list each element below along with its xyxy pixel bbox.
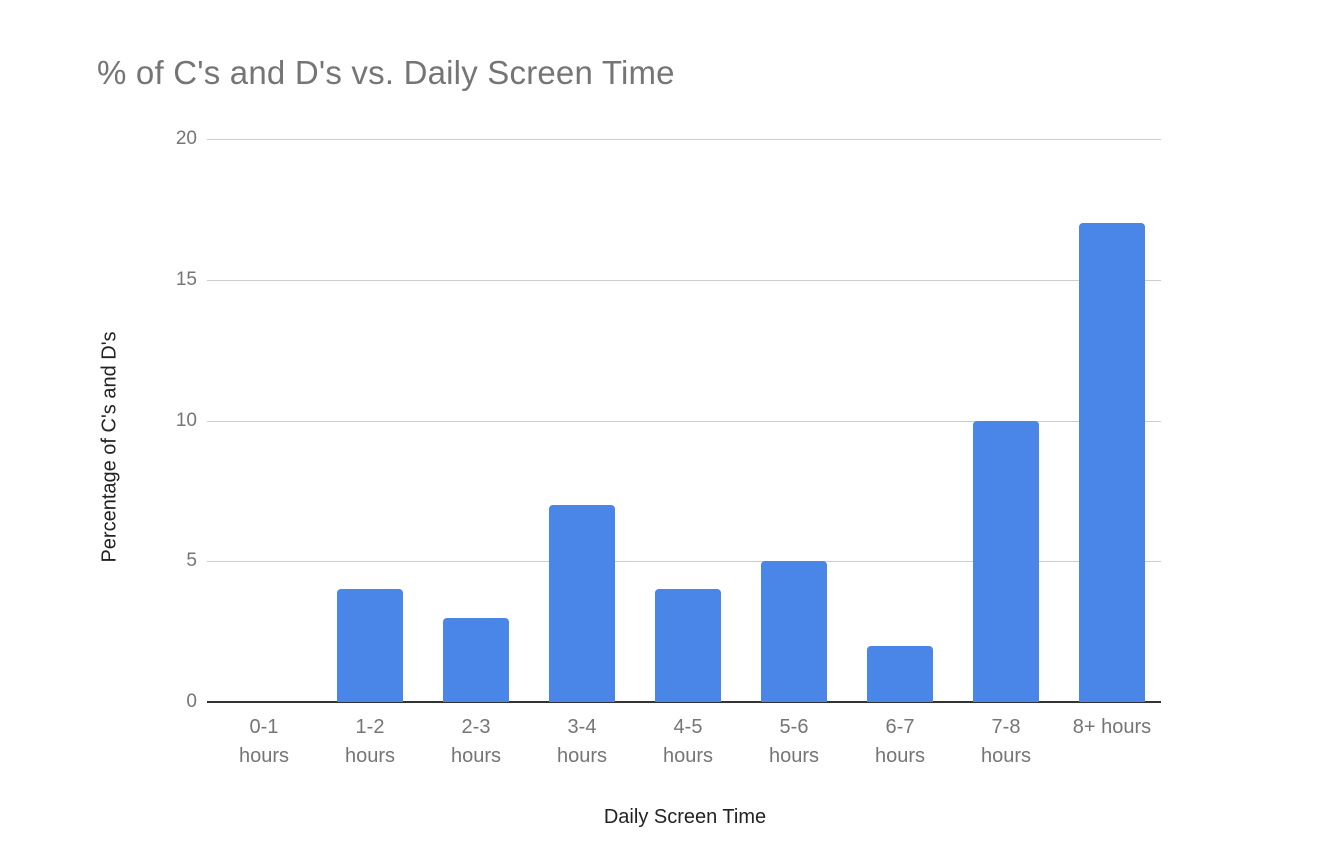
y-tick-label: 5 bbox=[186, 550, 197, 572]
chart-title: % of C's and D's vs. Daily Screen Time bbox=[97, 54, 675, 91]
x-tick-label: 5-6 hours bbox=[768, 716, 820, 767]
y-axis-label: Percentage of C's and D's bbox=[98, 331, 121, 563]
gridline bbox=[207, 279, 1161, 281]
y-tick-label: 20 bbox=[175, 128, 197, 149]
bar-3-4-hours bbox=[549, 504, 615, 702]
bar-8-hours bbox=[1079, 223, 1145, 702]
gridline bbox=[207, 420, 1161, 422]
y-tick-label: 15 bbox=[175, 268, 197, 290]
y-tick-label: 0 bbox=[186, 691, 197, 712]
x-tick-label: 2-3 hours bbox=[450, 716, 502, 767]
x-tick-label: 0-1 hours bbox=[238, 716, 290, 767]
bar-4-5-hours bbox=[655, 589, 721, 702]
gridline bbox=[207, 561, 1161, 563]
bar-1-2-hours bbox=[337, 589, 403, 702]
y-tick-label: 10 bbox=[175, 409, 197, 431]
x-tick-label: 1-2 hours bbox=[344, 716, 396, 767]
x-axis-label: Daily Screen Time bbox=[603, 806, 767, 828]
x-tick-label: 8+ hours bbox=[1072, 716, 1152, 738]
x-tick-label: 6-7 hours bbox=[874, 716, 926, 767]
gridline bbox=[207, 139, 1161, 140]
bar-2-3-hours bbox=[443, 617, 509, 702]
x-tick-label: 7-8 hours bbox=[980, 716, 1032, 767]
bar-5-6-hours bbox=[761, 561, 827, 702]
bar-6-7-hours bbox=[867, 645, 933, 702]
bar-7-8-hours bbox=[973, 420, 1039, 702]
x-axis-baseline bbox=[207, 701, 1161, 703]
x-tick-label: 4-5 hours bbox=[662, 716, 714, 767]
x-tick-label: 3-4 hours bbox=[556, 716, 608, 767]
